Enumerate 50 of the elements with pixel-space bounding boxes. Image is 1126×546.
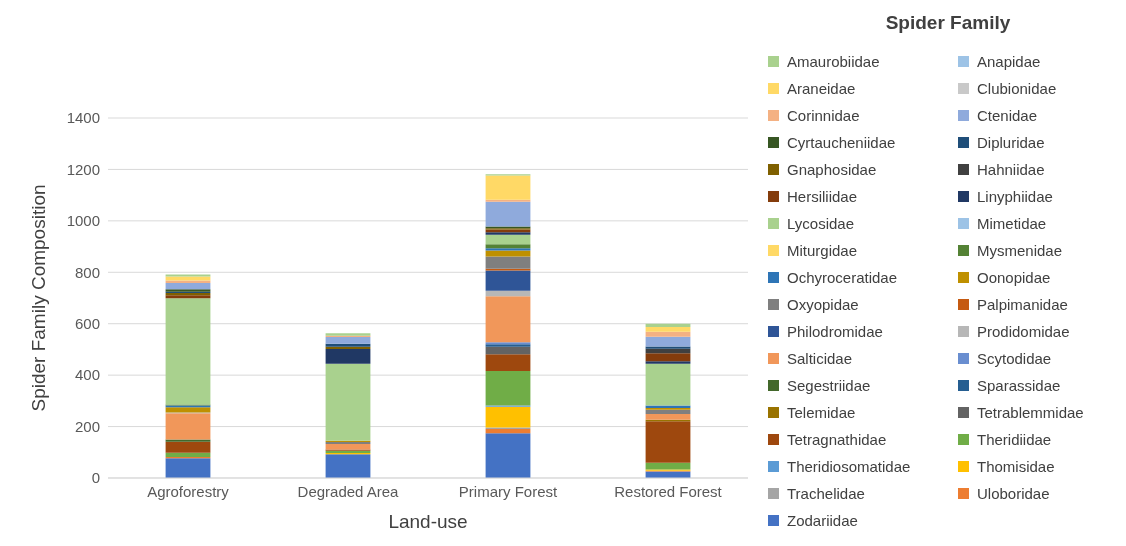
x-tick-label: Primary Forest xyxy=(458,482,558,500)
x-axis-title: Land-use xyxy=(388,511,468,532)
legend-label: Palpimanidae xyxy=(977,295,1068,313)
y-tick-label: 1000 xyxy=(66,212,100,230)
legend-label: Linyphiidae xyxy=(977,187,1053,205)
legend-label: Ochyroceratidae xyxy=(787,268,898,286)
legend-label: Gnaphosidae xyxy=(787,160,877,178)
legend-label: Mysmenidae xyxy=(977,241,1063,259)
legend-label: Hersiliidae xyxy=(787,187,858,205)
legend-label: Oonopidae xyxy=(977,268,1051,286)
legend-label: Philodromidae xyxy=(787,322,883,340)
legend-label: Anapidae xyxy=(977,52,1041,70)
legend-label: Zodariidae xyxy=(787,511,858,529)
x-tick-label: Degraded Area xyxy=(297,482,400,500)
y-tick-label: 400 xyxy=(74,366,100,384)
y-tick-label: 600 xyxy=(74,315,100,333)
legend-label: Scytodidae xyxy=(977,349,1052,367)
legend-label: Tetrablemmidae xyxy=(977,403,1084,421)
legend-label: Corinnidae xyxy=(787,106,860,124)
legend-label: Cyrtaucheniidae xyxy=(787,133,896,151)
legend-label: Ctenidae xyxy=(977,106,1038,124)
legend-title: Spider Family xyxy=(884,11,1012,34)
legend-label: Thomisidae xyxy=(977,457,1055,475)
legend-label: Miturgidae xyxy=(787,241,858,259)
x-tick-label: Agroforestry xyxy=(147,482,230,500)
legend-label: Telemidae xyxy=(787,403,856,421)
y-axis-title: Spider Family Composition xyxy=(27,184,49,412)
legend-label: Dipluridae xyxy=(977,133,1045,151)
legend-label: Tetragnathidae xyxy=(787,430,887,448)
legend-label: Hahniidae xyxy=(977,160,1045,178)
legend-label: Araneidae xyxy=(787,79,856,97)
y-tick-label: 800 xyxy=(74,263,100,281)
legend-label: Lycosidae xyxy=(787,214,854,232)
legend-label: Sparassidae xyxy=(977,376,1061,394)
legend-label: Clubionidae xyxy=(977,79,1057,97)
legend-label: Amaurobiidae xyxy=(787,52,880,70)
legend-label: Mimetidae xyxy=(977,214,1047,232)
legend-label: Salticidae xyxy=(787,349,853,367)
y-tick-label: 1200 xyxy=(66,160,100,178)
y-tick-label: 1400 xyxy=(66,109,100,127)
y-tick-label: 200 xyxy=(74,417,100,435)
legend-label: Segestriidae xyxy=(787,376,871,394)
legend-label: Theridiidae xyxy=(977,430,1052,448)
legend-label: Theridiosomatidae xyxy=(787,457,911,475)
y-tick-label: 0 xyxy=(91,469,100,487)
x-tick-label: Restored Forest xyxy=(614,482,723,500)
legend-label: Trachelidae xyxy=(787,484,865,502)
legend-label: Uloboridae xyxy=(977,484,1050,502)
legend-label: Prodidomidae xyxy=(977,322,1070,340)
legend-label: Oxyopidae xyxy=(787,295,859,313)
